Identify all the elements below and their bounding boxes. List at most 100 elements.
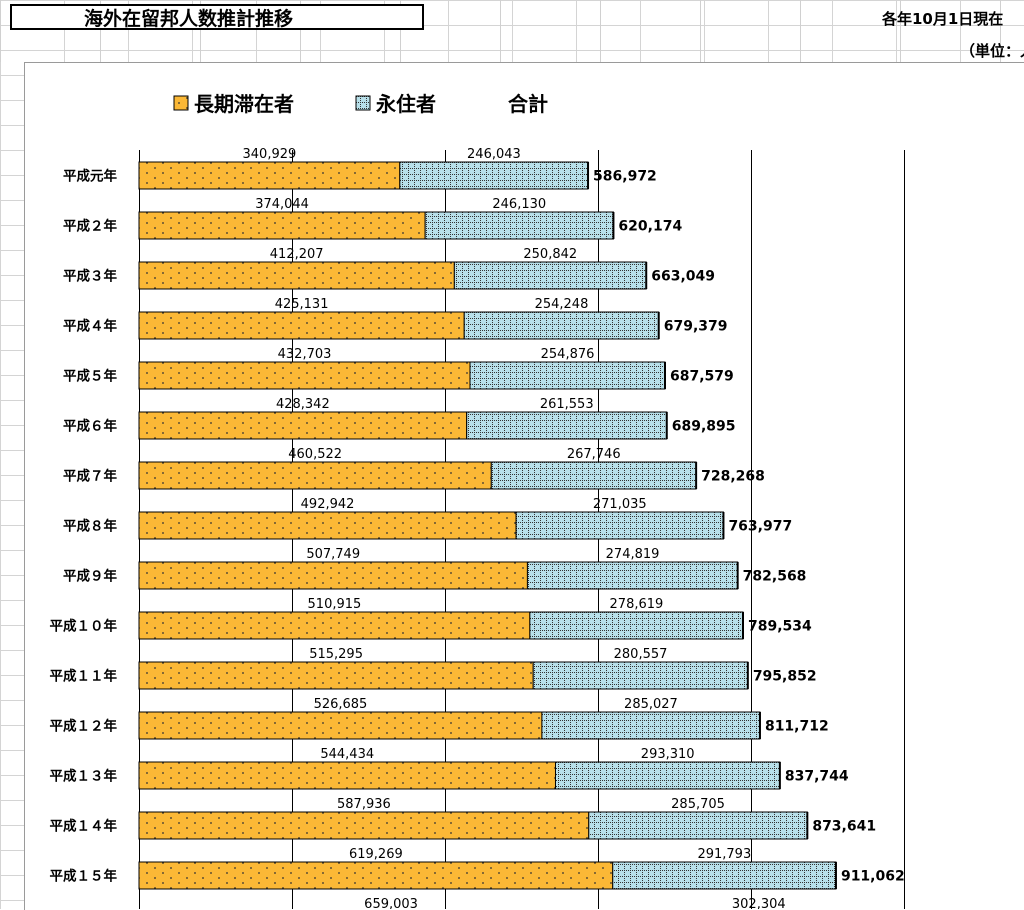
data-label-total: 728,268 <box>701 469 765 485</box>
data-label-permanent: 285,705 <box>671 797 725 812</box>
data-label-long-term: 526,685 <box>314 697 368 712</box>
data-label-total: 586,972 <box>593 169 657 185</box>
data-label-permanent: 291,793 <box>697 847 751 862</box>
category-label: 平成２年 <box>63 218 117 235</box>
category-label: 平成１０年 <box>50 618 118 635</box>
bar-long-term[interactable] <box>138 861 614 890</box>
data-label-long-term: 374,044 <box>255 197 309 212</box>
data-label-long-term: 659,003 <box>364 897 418 909</box>
bar-long-term[interactable] <box>138 211 426 240</box>
data-label-total: 620,174 <box>618 219 682 235</box>
category-label: 平成１４年 <box>50 818 118 835</box>
bar-long-term[interactable] <box>138 661 534 690</box>
bar-long-term[interactable] <box>138 611 531 640</box>
category-label: 平成７年 <box>63 468 117 485</box>
data-label-total: 689,895 <box>672 419 736 435</box>
data-label-long-term: 492,942 <box>301 497 355 512</box>
data-label-permanent: 246,043 <box>467 147 521 162</box>
category-label: 平成１５年 <box>50 868 118 885</box>
bar-long-term[interactable] <box>138 511 517 540</box>
bar-long-term[interactable] <box>138 711 543 740</box>
data-label-permanent: 267,746 <box>567 447 621 462</box>
data-label-total: 811,712 <box>765 719 829 735</box>
data-label-total: 837,744 <box>785 769 849 785</box>
bar-permanent[interactable] <box>466 411 668 440</box>
data-label-total: 763,977 <box>728 519 792 535</box>
category-label: 平成４年 <box>63 318 117 335</box>
data-label-permanent: 274,819 <box>606 547 660 562</box>
data-label-long-term: 507,749 <box>306 547 360 562</box>
data-label-permanent: 280,557 <box>614 647 668 662</box>
data-label-total: 679,379 <box>664 319 728 335</box>
category-label: 平成８年 <box>63 518 117 535</box>
category-label: 平成５年 <box>63 368 117 385</box>
legend-total-label: 合計 <box>508 92 548 116</box>
bar-permanent[interactable] <box>554 761 781 790</box>
data-label-total: 789,534 <box>748 619 812 635</box>
category-label: 平成元年 <box>63 168 117 185</box>
category-label: 平成６年 <box>63 418 117 435</box>
bar-permanent[interactable] <box>526 561 739 590</box>
bar-permanent[interactable] <box>469 361 666 390</box>
category-label: 平成３年 <box>63 268 117 285</box>
category-label: 平成１３年 <box>50 768 118 785</box>
bar-long-term[interactable] <box>138 361 471 390</box>
data-label-total: 911,062 <box>841 869 905 885</box>
bar-permanent[interactable] <box>541 711 761 740</box>
data-label-total: 795,852 <box>753 669 817 685</box>
data-label-total: 782,568 <box>743 569 807 585</box>
bar-long-term[interactable] <box>138 561 528 590</box>
category-label: 平成１２年 <box>50 718 118 735</box>
data-label-long-term: 587,936 <box>337 797 391 812</box>
bar-permanent[interactable] <box>532 661 749 690</box>
data-label-permanent: 285,027 <box>624 697 678 712</box>
bar-long-term[interactable] <box>138 311 465 340</box>
bar-permanent[interactable] <box>612 861 837 890</box>
bar-permanent[interactable] <box>588 811 808 840</box>
data-label-permanent: 250,842 <box>523 247 577 262</box>
legend-long-term-label: 長期滞在者 <box>194 92 294 116</box>
data-label-long-term: 428,342 <box>276 397 330 412</box>
bar-long-term[interactable] <box>138 811 590 840</box>
bar-permanent[interactable] <box>453 261 647 290</box>
data-label-permanent: 293,310 <box>641 747 695 762</box>
bar-long-term[interactable] <box>138 761 556 790</box>
legend-long-term-swatch <box>173 95 189 111</box>
bars <box>138 161 837 890</box>
bar-permanent[interactable] <box>490 461 697 490</box>
legend: 長期滞在者 永住者 合計 <box>173 92 548 116</box>
date-note[interactable]: 各年10月1日現在 <box>882 10 1004 28</box>
data-label-long-term: 515,295 <box>309 647 363 662</box>
bar-permanent[interactable] <box>463 311 660 340</box>
bar-permanent[interactable] <box>529 611 744 640</box>
bar-long-term[interactable] <box>138 411 468 440</box>
bar-long-term[interactable] <box>138 461 492 490</box>
data-label-long-term: 510,915 <box>308 597 362 612</box>
bar-permanent[interactable] <box>424 211 614 240</box>
data-label-permanent: 254,876 <box>541 347 595 362</box>
data-label-permanent: 246,130 <box>492 197 546 212</box>
bar-long-term[interactable] <box>138 161 401 190</box>
category-label: 平成１１年 <box>50 668 118 685</box>
data-label-permanent: 278,619 <box>610 597 664 612</box>
labels: 平成元年 340,929 246,043 586,972 平成２年 374,044 246,… <box>50 147 905 909</box>
bar-permanent[interactable] <box>515 511 724 540</box>
data-label-long-term: 340,929 <box>243 147 297 162</box>
data-label-long-term: 425,131 <box>275 297 329 312</box>
bar-permanent[interactable] <box>399 161 589 190</box>
data-label-permanent: 261,553 <box>540 397 594 412</box>
data-label-long-term: 460,522 <box>288 447 342 462</box>
data-label-long-term: 432,703 <box>278 347 332 362</box>
unit-note[interactable]: （単位：人） <box>960 42 1024 60</box>
bar-long-term[interactable] <box>138 261 455 290</box>
sheet-title[interactable]: 海外在留邦人数推計推移 <box>10 4 424 30</box>
category-label: 平成９年 <box>63 568 117 585</box>
data-label-long-term: 619,269 <box>349 847 403 862</box>
data-label-total: 663,049 <box>651 269 715 285</box>
data-label-permanent: 271,035 <box>593 497 647 512</box>
data-label-long-term: 544,434 <box>320 747 374 762</box>
data-label-total: 873,641 <box>812 819 876 835</box>
legend-permanent-label: 永住者 <box>375 92 436 116</box>
data-label-permanent: 302,304 <box>732 897 786 909</box>
